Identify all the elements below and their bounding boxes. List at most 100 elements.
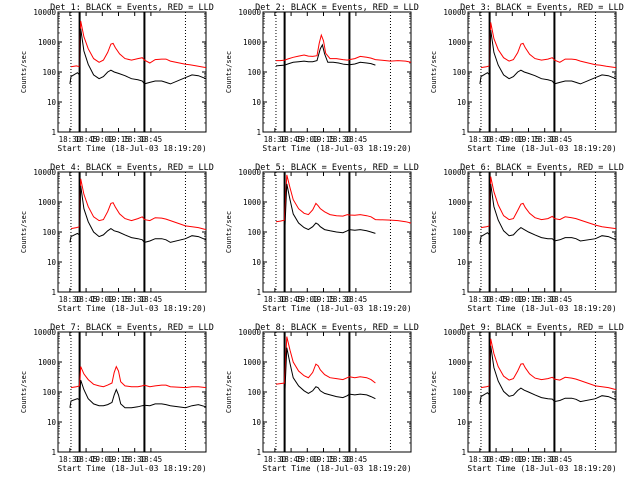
x-tick-label: 18:30 xyxy=(533,455,556,464)
x-tick-label: 18:30 xyxy=(328,135,351,144)
events-series-line xyxy=(69,379,207,409)
events-series-line xyxy=(69,28,207,85)
x-tick-label: 19:15 xyxy=(312,295,335,304)
y-tick-label: 10000 xyxy=(443,8,466,17)
y-axis-label: Counts/sec xyxy=(20,371,28,413)
y-tick-label: 1 xyxy=(256,128,261,137)
lld-series-line xyxy=(480,176,617,230)
x-tick-label: 19:00 xyxy=(91,135,114,144)
x-axis-label: Start Time (18-Jul-03 18:19:20) xyxy=(57,144,206,153)
x-tick-label: 18:30 xyxy=(533,135,556,144)
x-tick-label: 18:45 xyxy=(280,295,303,304)
x-tick-label: 18:45 xyxy=(140,295,163,304)
lld-series-line xyxy=(276,33,412,63)
y-axis-label: Counts/sec xyxy=(430,211,438,253)
detector-panel-6: Det 6: BLACK = Events, RED = LLD 1 10 100 10… xyxy=(430,163,624,313)
x-tick-label: 18:45 xyxy=(485,455,508,464)
events-series-line xyxy=(284,183,376,235)
x-axis-label: Start Time (18-Jul-03 18:19:20) xyxy=(262,464,411,473)
y-tick-label: 1000 xyxy=(448,198,467,207)
y-tick-label: 1000 xyxy=(448,38,467,47)
x-tick-label: 18:45 xyxy=(550,455,573,464)
x-tick-label: 19:15 xyxy=(517,135,540,144)
x-tick-label: 18:30 xyxy=(123,295,146,304)
lld-series-line xyxy=(480,338,617,391)
y-tick-label: 10 xyxy=(47,418,57,427)
x-tick-label: 18:45 xyxy=(75,135,98,144)
y-tick-label: 1000 xyxy=(243,38,262,47)
panel-title: Det 2: BLACK = Events, RED = LLD xyxy=(255,3,419,13)
x-tick-label: 19:00 xyxy=(296,295,319,304)
events-series-line xyxy=(479,345,617,404)
detector-panel-4: Det 4: BLACK = Events, RED = LLD 1 10 100 10… xyxy=(20,163,214,313)
x-tick-label: 18:45 xyxy=(280,135,303,144)
y-tick-label: 10000 xyxy=(33,8,56,17)
x-tick-label: 18:30 xyxy=(469,455,492,464)
y-tick-label: 10 xyxy=(252,258,262,267)
x-axis-label: Start Time (18-Jul-03 18:19:20) xyxy=(57,464,206,473)
lld-series-line xyxy=(70,365,207,389)
panel-title: Det 9: BLACK = Events, RED = LLD xyxy=(460,323,624,333)
lld-series-line xyxy=(70,20,207,69)
lld-series-line xyxy=(70,178,207,231)
x-axis-label: Start Time (18-Jul-03 18:19:20) xyxy=(262,144,411,153)
y-axis-label: Counts/sec xyxy=(20,211,28,253)
y-tick-label: 100 xyxy=(42,68,56,77)
x-tick-label: 18:45 xyxy=(550,295,573,304)
detector-panel-9: Det 9: BLACK = Events, RED = LLD 1 10 100 10… xyxy=(430,323,624,473)
y-tick-label: 1 xyxy=(51,128,56,137)
detector-panel-1: Det 1: BLACK = Events, RED = LLD 1 10 100 10… xyxy=(20,3,214,153)
x-tick-label: 19:00 xyxy=(91,295,114,304)
y-tick-label: 10000 xyxy=(443,328,466,337)
y-axis-label: Counts/sec xyxy=(430,51,438,93)
y-axis-label: Counts/sec xyxy=(225,51,233,93)
y-tick-label: 10000 xyxy=(33,328,56,337)
x-tick-label: 18:45 xyxy=(550,135,573,144)
x-axis-label: Start Time (18-Jul-03 18:19:20) xyxy=(262,304,411,313)
y-tick-label: 10 xyxy=(457,98,467,107)
y-tick-label: 100 xyxy=(247,68,261,77)
y-tick-label: 1000 xyxy=(243,198,262,207)
x-tick-label: 18:45 xyxy=(140,455,163,464)
x-tick-label: 19:00 xyxy=(91,455,114,464)
x-tick-label: 18:30 xyxy=(264,455,287,464)
detector-panel-7: Det 7: BLACK = Events, RED = LLD 1 10 100 10… xyxy=(20,323,214,473)
x-tick-label: 19:00 xyxy=(501,135,524,144)
events-series-line xyxy=(479,183,617,244)
x-tick-label: 18:30 xyxy=(533,295,556,304)
x-tick-label: 19:15 xyxy=(107,135,130,144)
x-tick-label: 19:15 xyxy=(107,455,130,464)
detector-panel-8: Det 8: BLACK = Events, RED = LLD 1 10 100 10… xyxy=(225,323,419,473)
x-tick-label: 19:15 xyxy=(312,135,335,144)
x-axis-label: Start Time (18-Jul-03 18:19:20) xyxy=(57,304,206,313)
x-tick-label: 18:30 xyxy=(264,295,287,304)
panel-title: Det 5: BLACK = Events, RED = LLD xyxy=(255,163,419,173)
detector-panel-5: Det 5: BLACK = Events, RED = LLD 1 10 100 10… xyxy=(225,163,419,313)
panel-title: Det 6: BLACK = Events, RED = LLD xyxy=(460,163,624,173)
y-tick-label: 10 xyxy=(457,418,467,427)
y-tick-label: 1 xyxy=(256,448,261,457)
y-tick-label: 10000 xyxy=(33,168,56,177)
y-tick-label: 1000 xyxy=(38,38,57,47)
panel-title: Det 7: BLACK = Events, RED = LLD xyxy=(50,323,214,333)
events-series-line xyxy=(275,43,376,67)
x-tick-label: 18:30 xyxy=(123,135,146,144)
events-series-line xyxy=(284,347,376,400)
y-tick-label: 10000 xyxy=(238,168,261,177)
x-tick-label: 19:00 xyxy=(501,295,524,304)
x-tick-label: 19:15 xyxy=(107,295,130,304)
x-tick-label: 18:45 xyxy=(345,135,368,144)
lld-series-line xyxy=(275,336,376,385)
x-tick-label: 19:00 xyxy=(296,455,319,464)
x-tick-label: 19:15 xyxy=(517,455,540,464)
y-tick-label: 10000 xyxy=(238,328,261,337)
x-tick-label: 18:45 xyxy=(345,455,368,464)
x-tick-label: 18:45 xyxy=(485,295,508,304)
y-tick-label: 10 xyxy=(47,258,57,267)
y-tick-label: 1000 xyxy=(38,198,57,207)
x-tick-label: 18:30 xyxy=(59,455,82,464)
x-tick-label: 18:45 xyxy=(75,295,98,304)
x-axis-label: Start Time (18-Jul-03 18:19:20) xyxy=(467,464,616,473)
y-tick-label: 1 xyxy=(461,128,466,137)
